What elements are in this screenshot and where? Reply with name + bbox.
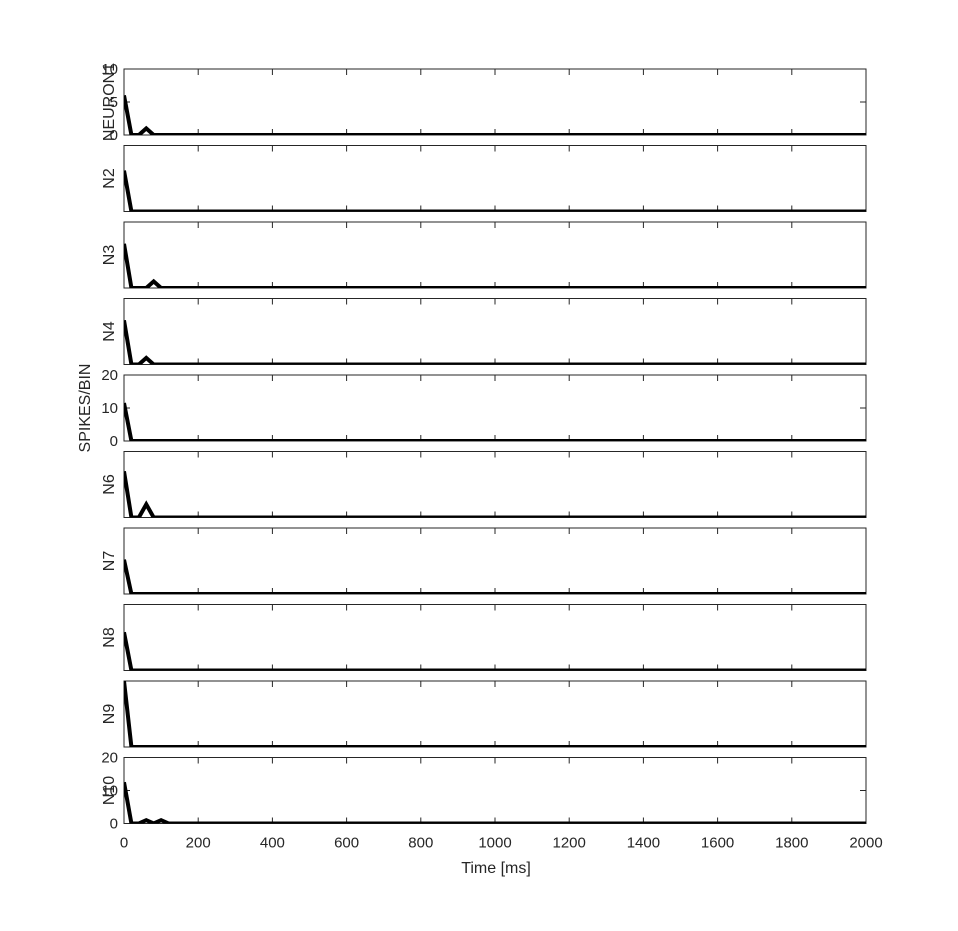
series-line [124, 402, 866, 441]
x-tick-label: 1200 [553, 835, 586, 852]
series-line [124, 781, 866, 824]
panel-axes-box [123, 374, 867, 442]
panel-4: N4 [101, 298, 867, 365]
panel-8: N8 [101, 604, 867, 671]
panel-y-label: N8 [101, 627, 118, 648]
panel-3: N3 [101, 221, 867, 289]
panel-y-label: N2 [101, 168, 118, 189]
x-axis-label: Time [ms] [461, 860, 531, 877]
panel-y-label: N6 [101, 474, 118, 495]
x-tick-label: 200 [186, 835, 211, 852]
y-tick-label: 5 [110, 94, 118, 111]
panel-y-label: N3 [101, 245, 118, 266]
series-line [124, 631, 866, 671]
panel-y-label: N9 [101, 704, 118, 725]
series-line [124, 559, 866, 594]
panel-y-label: N4 [101, 321, 118, 342]
series-line [124, 243, 866, 288]
panel-axes-box [123, 604, 867, 671]
x-tick-label: 400 [260, 835, 285, 852]
panel-axes-box [123, 527, 867, 595]
panel-9: N9 [101, 680, 867, 748]
panel-5: 0 10 20 [101, 367, 867, 450]
series-line [124, 95, 866, 135]
y-tick-label: 10 [101, 61, 118, 78]
panel-axes-box [123, 145, 867, 212]
panel-axes-box [123, 757, 867, 824]
panel-7: N7 [101, 527, 867, 595]
x-tick-label: 600 [334, 835, 359, 852]
y-tick-label: 10 [101, 783, 118, 800]
panel-y-label: N7 [101, 551, 118, 572]
panel-axes-box [123, 68, 867, 136]
panel-axes-box [123, 298, 867, 365]
series-line [124, 170, 866, 212]
y-tick-label: 20 [101, 750, 118, 767]
panel-y-label: NEURON1 [101, 63, 118, 141]
panel-axes-box [123, 451, 867, 518]
panel-6: N6 [101, 451, 867, 518]
x-tick-label: 800 [408, 835, 433, 852]
series-line [124, 470, 866, 518]
panel-axes-box [123, 680, 867, 748]
panel-axes-box [123, 221, 867, 289]
y-tick-label: 10 [101, 400, 118, 417]
panel-2: N2 [101, 145, 867, 212]
x-tick-label: 1000 [478, 835, 511, 852]
panel-y-label: N10 [101, 776, 118, 805]
shared-y-axis-label: SPIKES/BIN [77, 364, 94, 453]
x-tick-label: 0 [120, 835, 128, 852]
series-line [124, 681, 866, 747]
y-tick-label: 0 [110, 433, 118, 450]
y-tick-label: 0 [110, 816, 118, 833]
series-line [124, 319, 866, 365]
x-tick-label: 2000 [849, 835, 882, 852]
panel-10: 0 10 20 N10 [101, 750, 867, 833]
x-tick-label: 1600 [701, 835, 734, 852]
y-tick-label: 20 [101, 367, 118, 384]
x-axis: 0 200 400 600 800 1000 1200 1400 1600 1800 2000 [120, 835, 883, 852]
y-tick-label: 0 [110, 127, 118, 144]
x-tick-label: 1400 [627, 835, 660, 852]
x-tick-label: 1800 [775, 835, 808, 852]
